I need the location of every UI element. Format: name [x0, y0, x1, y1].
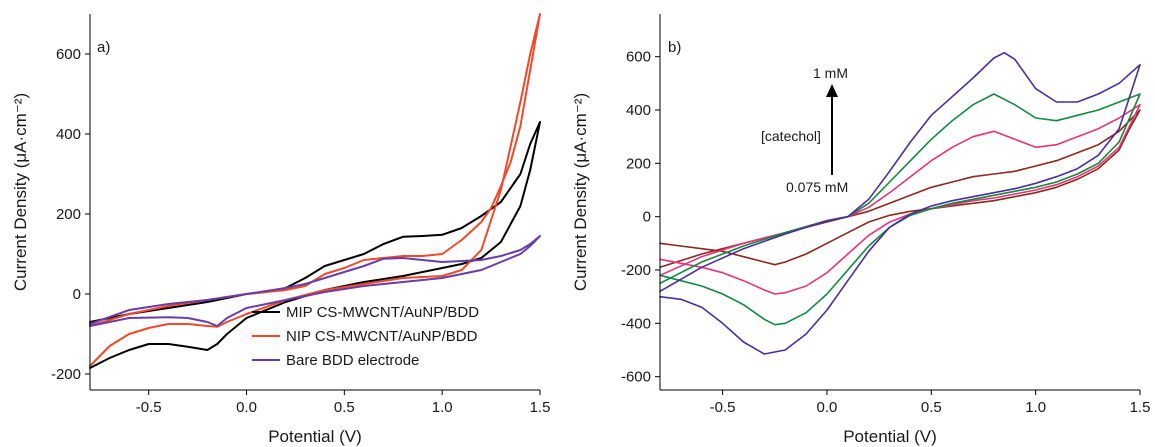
- panel-b-y-tick-label: 600: [626, 49, 651, 66]
- panel-b-label: b): [668, 39, 681, 56]
- panel-a-legend: MIP CS-MWCNT/AuNP/BDD NIP CS-MWCNT/AuNP/…: [252, 304, 479, 369]
- panel-b-y-tick-label: -400: [621, 315, 651, 332]
- panel-a-y-tick-label: 400: [56, 126, 81, 143]
- chart-panel-b: -0.5 0.0 0.5 1.0 1.5 -600 -400 -200 0 200 400 600 b…: [571, 14, 1150, 446]
- panel-b-x-tick-label: 1.5: [1130, 399, 1151, 416]
- panel-a-y-tick-label: 200: [56, 206, 81, 223]
- panel-a-x-tick-label: 0.0: [236, 399, 257, 416]
- panel-a-axes: -0.5 0.0 0.5 1.0 1.5 -200 0 200 400 600: [51, 14, 550, 416]
- legend-label-bare: Bare BDD electrode: [286, 352, 419, 369]
- panel-b-axes: -0.5 0.0 0.5 1.0 1.5 -600 -400 -200 0 200 400 600: [621, 14, 1150, 416]
- legend-label-mip: MIP CS-MWCNT/AuNP/BDD: [286, 304, 479, 321]
- panel-b-series: [659, 51, 1141, 355]
- panel-b-x-tick-label: 0.0: [817, 399, 838, 416]
- panel-a-x-tick-label: 0.5: [334, 399, 355, 416]
- panel-b-y-axis-title: Current Density (μA·cm⁻²): [571, 93, 590, 291]
- panel-a-label: a): [97, 39, 110, 56]
- panel-a-x-tick-label: -0.5: [136, 399, 162, 416]
- panel-b-series-line-3: [659, 93, 1141, 326]
- panel-a-series-line-1: [89, 121, 541, 369]
- panel-a-x-tick-label: 1.0: [432, 399, 453, 416]
- panel-a-series: [89, 13, 541, 369]
- panel-a-y-axis-title: Current Density (μA·cm⁻²): [11, 93, 30, 291]
- panel-a-series-line-3: [89, 235, 541, 327]
- panel-a-x-tick-label: 1.5: [530, 399, 551, 416]
- panel-b-y-tick-label: 0: [643, 209, 651, 226]
- panel-b-x-tick-label: 1.0: [1025, 399, 1046, 416]
- panel-b-series-line-1: [659, 109, 1141, 269]
- panel-b-y-tick-label: 200: [626, 155, 651, 172]
- panel-b-series-line-2: [659, 103, 1141, 295]
- concentration-annotation: 1 mM [catechol] 0.075 mM: [761, 65, 848, 195]
- annotation-bottom-label: 0.075 mM: [786, 179, 848, 195]
- annotation-top-label: 1 mM: [813, 65, 848, 81]
- panel-b-x-axis-title: Potential (V): [843, 427, 937, 446]
- panel-a-y-tick-label: 0: [73, 286, 81, 303]
- panel-b-x-tick-label: 0.5: [921, 399, 942, 416]
- panel-b-y-tick-label: -200: [621, 262, 651, 279]
- annotation-arrow-head-icon: [826, 84, 838, 97]
- panel-a-x-axis-title: Potential (V): [268, 427, 362, 446]
- panel-b-y-tick-label: 400: [626, 102, 651, 119]
- panel-a-y-tick-label: -200: [51, 366, 81, 383]
- legend-label-nip: NIP CS-MWCNT/AuNP/BDD: [286, 328, 478, 345]
- panel-b-y-tick-label: -600: [621, 369, 651, 386]
- chart-panel-a: -0.5 0.0 0.5 1.0 1.5 -200 0 200 400 600 a) Potent…: [11, 13, 550, 446]
- panel-b-series-line-4: [659, 51, 1141, 355]
- panel-a-y-tick-label: 600: [56, 46, 81, 63]
- panel-b-x-tick-label: -0.5: [710, 399, 736, 416]
- annotation-middle-label: [catechol]: [761, 128, 821, 144]
